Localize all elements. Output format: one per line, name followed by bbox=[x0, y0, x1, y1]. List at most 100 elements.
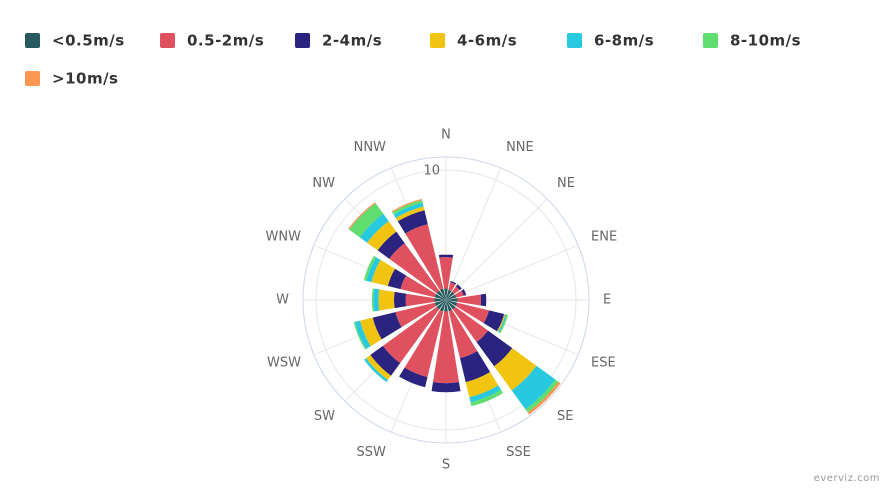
radial-grid-line bbox=[445, 167, 502, 301]
legend-swatch bbox=[25, 33, 40, 48]
legend-swatch bbox=[430, 33, 445, 48]
bar-segment bbox=[360, 317, 382, 347]
legend-label: 4-6m/s bbox=[457, 32, 517, 50]
bar-segment bbox=[432, 311, 460, 384]
grid-circle bbox=[315, 169, 577, 431]
direction-label: SE bbox=[557, 409, 573, 424]
bar-segment bbox=[434, 298, 446, 302]
bar-segment bbox=[395, 302, 437, 328]
bar-segment bbox=[446, 300, 458, 307]
bar-segment bbox=[371, 259, 396, 287]
bar-segment bbox=[392, 200, 423, 215]
bar-segment bbox=[525, 379, 559, 413]
bar-segment bbox=[455, 302, 489, 324]
legend-swatch bbox=[25, 71, 40, 86]
bar-segment bbox=[446, 294, 457, 300]
bar-segment bbox=[444, 288, 448, 300]
bar-segment bbox=[354, 320, 371, 349]
bar-segment bbox=[476, 330, 513, 367]
bar-segment bbox=[452, 286, 460, 294]
direction-label: S bbox=[442, 458, 450, 473]
bar-segment bbox=[393, 202, 424, 218]
bar-segment bbox=[359, 213, 389, 243]
bar-segment bbox=[457, 294, 482, 306]
bar-segment bbox=[455, 284, 462, 291]
bar-segment bbox=[436, 290, 446, 300]
bar-segment bbox=[367, 221, 397, 251]
legend-label: <0.5m/s bbox=[52, 32, 125, 50]
bars bbox=[348, 198, 561, 415]
bar-segment bbox=[499, 314, 508, 334]
radial-grid-line bbox=[445, 244, 579, 301]
bar-segment bbox=[366, 355, 391, 380]
bar-segment bbox=[349, 203, 384, 238]
bar-segment bbox=[494, 348, 537, 391]
bar-segment bbox=[382, 306, 440, 364]
direction-label: SSW bbox=[357, 445, 387, 460]
bar-segment bbox=[400, 275, 437, 298]
bar-segment bbox=[366, 257, 381, 283]
radial-grid-line bbox=[445, 198, 548, 301]
bar-segment bbox=[431, 382, 461, 393]
direction-label: ESE bbox=[591, 356, 616, 371]
direction-label: WSW bbox=[267, 356, 301, 371]
bar-segment bbox=[363, 255, 377, 281]
bar-segment bbox=[461, 289, 467, 296]
direction-label: W bbox=[276, 293, 289, 308]
bar-segment bbox=[378, 289, 395, 311]
bar-segment bbox=[404, 309, 444, 378]
bar-segment bbox=[370, 345, 401, 376]
bar-segment bbox=[348, 202, 376, 230]
direction-label: E bbox=[603, 293, 611, 308]
direction-label: NW bbox=[312, 176, 335, 191]
legend-swatch bbox=[160, 33, 175, 48]
direction-label: N bbox=[441, 128, 451, 143]
direction-label: NNE bbox=[506, 140, 534, 155]
direction-label: NNW bbox=[354, 140, 386, 155]
legend-label: 6-8m/s bbox=[594, 32, 654, 50]
bar-segment bbox=[448, 282, 456, 292]
bar-segment bbox=[454, 290, 464, 298]
bar-segment bbox=[446, 300, 453, 312]
bar-segment bbox=[459, 350, 491, 383]
legend-label: >10m/s bbox=[52, 70, 118, 88]
bar-segment bbox=[446, 298, 458, 302]
bar-segment bbox=[363, 358, 388, 383]
bar-segment bbox=[436, 300, 446, 310]
bar-segment bbox=[391, 198, 423, 213]
bar-segment bbox=[448, 309, 478, 359]
bar-segment bbox=[405, 224, 444, 291]
bar-segment bbox=[480, 293, 487, 307]
bar-segment bbox=[405, 293, 435, 307]
legend-label: 0.5-2m/s bbox=[187, 32, 264, 50]
bar-segment bbox=[511, 365, 556, 410]
bar-segment bbox=[469, 385, 502, 403]
bar-segment bbox=[483, 310, 505, 332]
bar-segment bbox=[444, 300, 448, 312]
direction-label: WNW bbox=[266, 229, 302, 244]
bar-segment bbox=[446, 289, 452, 300]
y-tick-label: 10 bbox=[423, 164, 440, 179]
bar-segment bbox=[498, 314, 507, 333]
bar-segment bbox=[496, 313, 506, 332]
bar-segment bbox=[434, 293, 446, 300]
bar-segment bbox=[527, 381, 561, 415]
bar-segment bbox=[470, 389, 504, 407]
bar-segment bbox=[389, 243, 440, 294]
credit[interactable]: everviz.com bbox=[814, 473, 880, 484]
legend-swatch bbox=[295, 33, 310, 48]
bar-segment bbox=[371, 288, 375, 312]
bar-segment bbox=[397, 210, 428, 234]
bar-segment bbox=[373, 288, 380, 312]
legend-label: 8-10m/s bbox=[730, 32, 801, 50]
bar-segment bbox=[439, 257, 453, 289]
bar-segment bbox=[377, 231, 405, 259]
bar-segment bbox=[452, 306, 489, 343]
bar-segment bbox=[446, 300, 456, 310]
bar-segment bbox=[439, 288, 446, 300]
bar-segment bbox=[399, 367, 428, 388]
bar-segment bbox=[372, 312, 402, 340]
legend-label: 2-4m/s bbox=[322, 32, 382, 50]
bar-segment bbox=[395, 206, 425, 222]
